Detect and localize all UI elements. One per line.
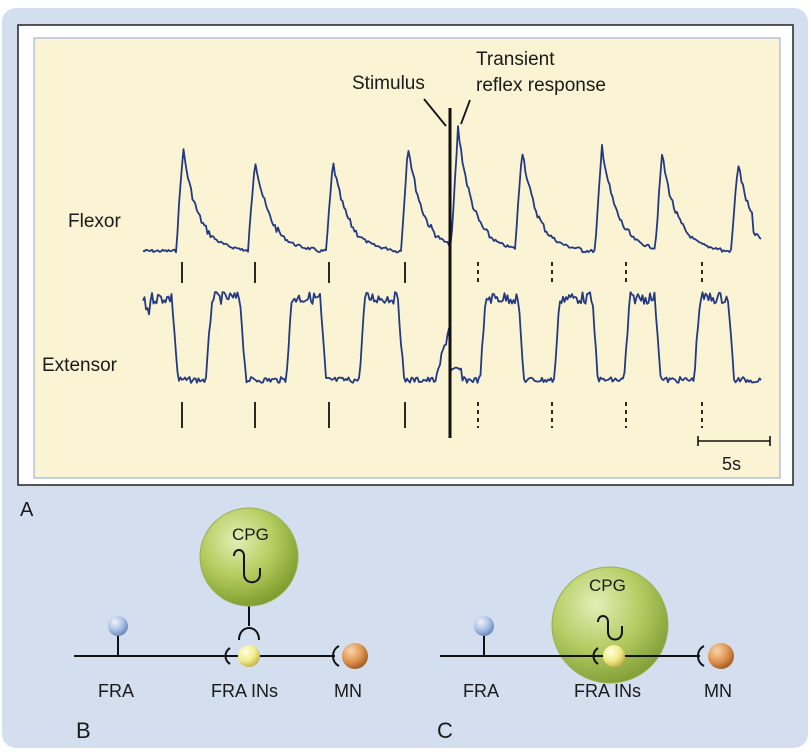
flexor-emg-trace	[142, 125, 762, 254]
panel-b-fra-ins-label: FRA INs	[211, 681, 278, 701]
panel-b-mn-label: MN	[334, 681, 362, 701]
panel-b-letter: B	[76, 718, 91, 743]
time-scale-bar	[697, 436, 771, 446]
panel-b-fra-afferent	[108, 616, 128, 636]
transient-response-label-line2: reflex response	[476, 75, 606, 96]
panel-b-motoneuron	[342, 643, 368, 669]
extensor-burst-markers	[181, 402, 703, 428]
panel-c-mn-label: MN	[704, 681, 732, 701]
panel-b-oscillation-icon	[233, 549, 261, 584]
panel-c-fra-interneuron	[603, 645, 625, 667]
transient-pointer	[460, 99, 471, 125]
extensor-label: Extensor	[42, 355, 118, 376]
panel-c-fra-ins-label: FRA INs	[574, 681, 641, 701]
panel-c-motoneuron	[708, 643, 734, 669]
panel-c-cpg-circle	[551, 566, 669, 684]
recording-panel-background	[33, 37, 781, 479]
panel-a-letter: A	[20, 499, 34, 521]
panel-b-fra-label: FRA	[98, 681, 134, 701]
extensor-emg-trace	[142, 291, 762, 384]
panel-c-oscillation-icon	[597, 615, 623, 641]
stimulus-label: Stimulus	[352, 73, 425, 94]
panel-c-circuit: CPG FRA FRA INs MN	[440, 566, 734, 701]
panel-c-cpg-label: CPG	[589, 576, 626, 595]
time-scale-label: 5s	[722, 454, 741, 474]
panel-b-fra-interneuron	[238, 645, 260, 667]
panel-c-fra-label: FRA	[463, 681, 499, 701]
panel-b-cpg-circle	[199, 507, 299, 607]
panel-c-fra-afferent	[474, 616, 494, 636]
panel-b-circuit: CPG FRA FRA INs MN	[74, 507, 368, 701]
stimulus-pointer	[423, 98, 447, 127]
panel-c-letter: C	[437, 718, 453, 743]
flexor-burst-markers	[181, 262, 703, 283]
transient-response-label-line1: Transient	[476, 49, 555, 70]
flexor-label: Flexor	[68, 211, 121, 232]
panel-b-cpg-label: CPG	[232, 525, 269, 544]
